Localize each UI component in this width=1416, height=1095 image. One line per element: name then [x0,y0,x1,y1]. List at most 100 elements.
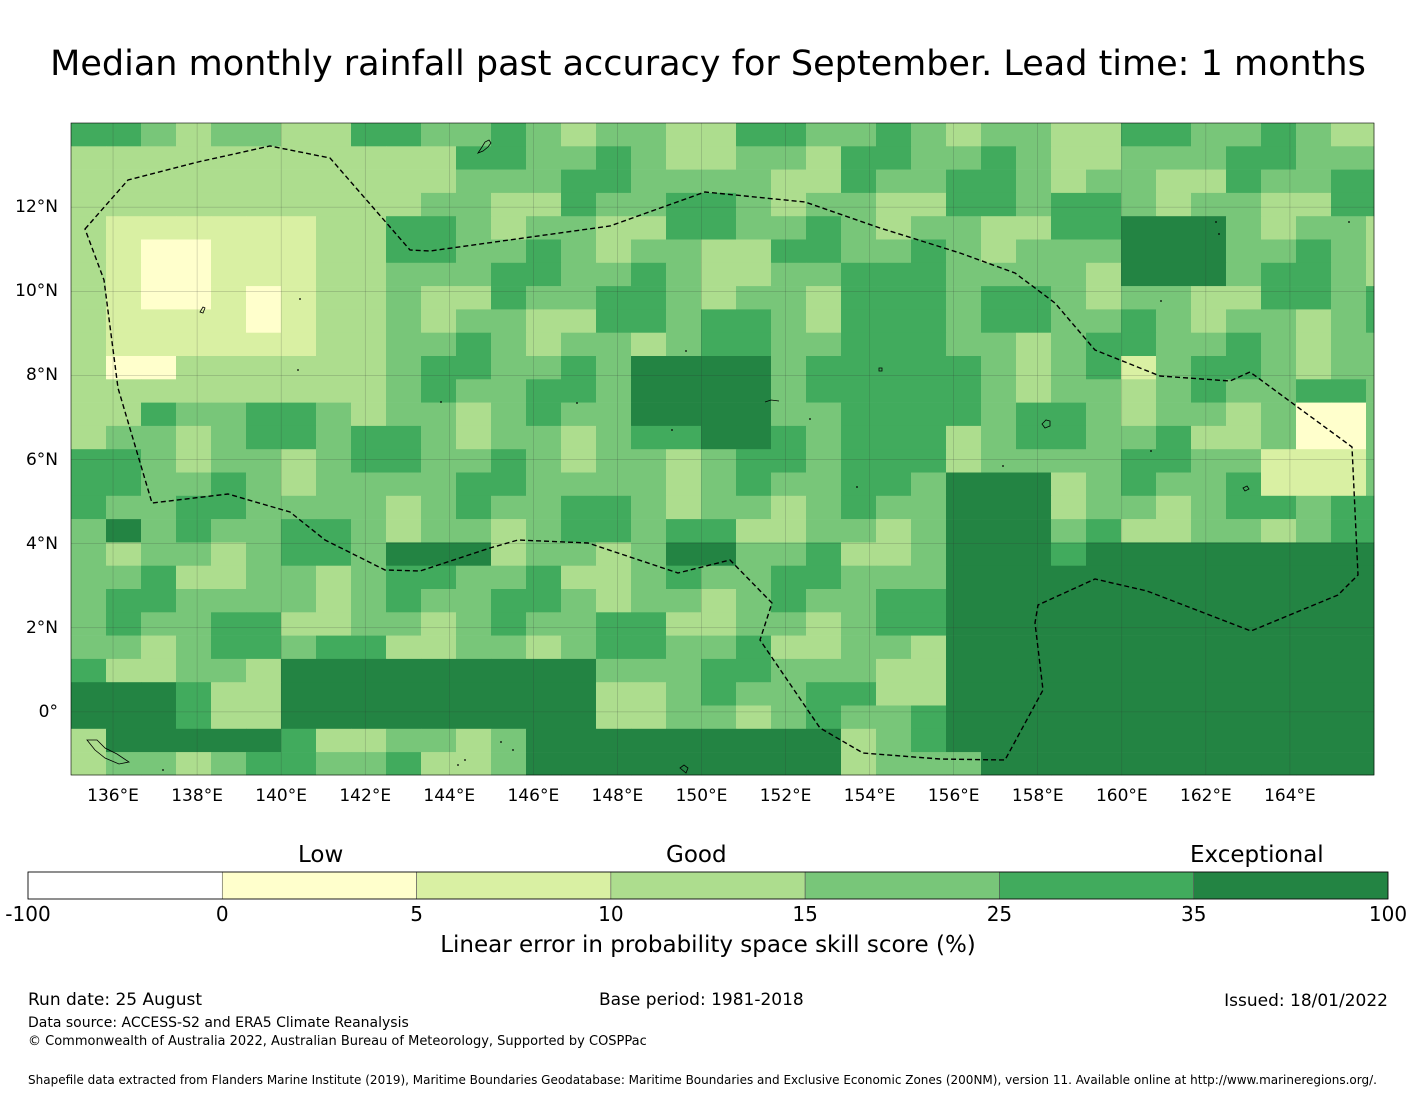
grid-cell [911,169,947,194]
grid-cell [946,658,982,683]
grid-cell [1331,635,1367,660]
grid-cell [911,379,947,403]
grid-cell [736,565,772,590]
islet [464,759,466,761]
grid-cell [841,425,877,450]
grid-cell [1366,752,1375,776]
grid-cell [1086,449,1122,473]
grid-cell [1366,402,1375,427]
grid-cell [176,519,212,543]
grid-cell [246,728,282,753]
grid-cell [316,752,352,776]
grid-cell [1121,728,1157,753]
grid-cell [876,332,912,357]
grid-cell [211,728,247,753]
grid-cell [1366,542,1375,566]
grid-cell [71,565,107,590]
grid-cell [1366,169,1375,194]
grid-cell [106,682,142,706]
grid-cell [946,332,982,357]
grid-cell [526,658,562,683]
grid-cell [561,449,597,473]
grid-cell [141,262,177,287]
grid-cell [106,519,142,543]
grid-cell [106,146,142,170]
grid-cell [1086,356,1122,380]
grid-cell [141,332,177,357]
grid-cell [1331,612,1367,636]
grid-cell [246,379,282,403]
grid-cell [1121,332,1157,357]
grid-cell [631,705,667,730]
grid-cell [351,682,387,706]
grid-cell [771,472,807,497]
grid-cell [1261,216,1297,240]
grid-cell [1016,239,1052,264]
grid-cell [281,286,317,310]
grid-cell [1016,216,1052,240]
grid-cell [281,192,317,217]
grid-cell [1016,472,1052,497]
grid-cell [981,356,1017,380]
grid-cell [316,169,352,194]
grid-cell [876,565,912,590]
grid-cell [456,589,492,613]
grid-cell [1261,542,1297,566]
grid-cell [281,379,317,403]
grid-cell [141,449,177,473]
grid-cell [841,286,877,310]
islet [1002,465,1004,467]
grid-cell [561,379,597,403]
grid-cell [1191,752,1227,776]
grid-cell [526,682,562,706]
grid-cell [141,425,177,450]
colorbar-swatch [416,871,612,900]
grid-cell [911,309,947,333]
x-tick-label: 142°E [339,786,392,806]
grid-cell [456,565,492,590]
y-tick-label: 8°N [25,365,58,386]
grid-cell [876,286,912,310]
grid-cell [771,519,807,543]
grid-cell [491,262,527,287]
grid-cell [1016,635,1052,660]
grid-cell [1261,658,1297,683]
grid-cell [71,192,107,217]
islet [297,369,299,371]
grid-cell [456,705,492,730]
grid-cell [456,752,492,776]
grid-cell [281,589,317,613]
grid-cell [596,425,632,450]
grid-cell [1086,565,1122,590]
grid-cell [631,449,667,473]
grid-cell [1051,402,1087,427]
grid-cell [456,169,492,194]
grid-cell [316,309,352,333]
grid-cell [981,752,1017,776]
grid-cell [561,635,597,660]
grid-cell [456,262,492,287]
grid-cell [421,379,457,403]
islet [457,764,459,766]
grid-cell [736,682,772,706]
grid-cell [316,682,352,706]
grid-cell [386,216,422,240]
grid-cell [1016,682,1052,706]
grid-cell [1016,542,1052,566]
grid-cell [1051,309,1087,333]
grid-cell [771,356,807,380]
grid-cell [596,472,632,497]
grid-cell [526,146,562,170]
grid-cell [1296,309,1332,333]
grid-cell [246,495,282,520]
grid-cell [701,658,737,683]
grid-cell [596,589,632,613]
grid-cell [1296,472,1332,497]
grid-cell [1226,495,1262,520]
grid-cell [946,519,982,543]
grid-cell [1051,542,1087,566]
grid-cell [1191,216,1227,240]
grid-cell [1296,705,1332,730]
grid-cell [176,216,212,240]
grid-cell [1366,216,1375,240]
